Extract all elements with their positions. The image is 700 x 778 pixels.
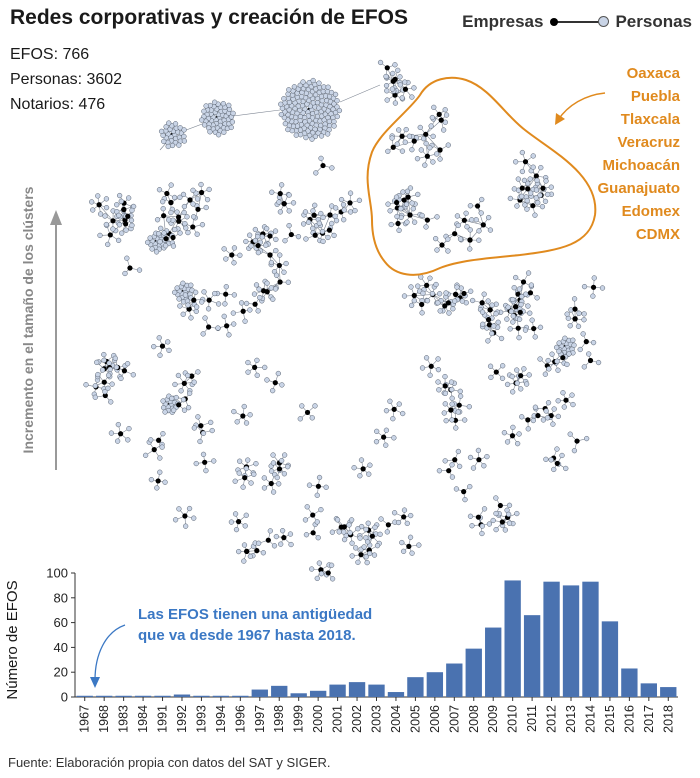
state-veracruz: Veracruz (617, 134, 680, 151)
x-tick-label: 2004 (389, 705, 403, 733)
bar-1993 (193, 695, 210, 697)
bar-1997 (251, 689, 268, 697)
bar-1992 (173, 694, 191, 697)
annotation-line-1: Las EFOS tienen una antigüedad (138, 606, 373, 623)
age-annotation: Las EFOS tienen una antigüedad que va de… (138, 604, 372, 646)
stat-personas: Personas: 3602 (10, 71, 123, 88)
bar-1984 (134, 695, 152, 697)
x-tick-label: 2002 (350, 705, 364, 733)
legend-link-icon (549, 15, 610, 29)
state-oaxaca: Oaxaca (626, 65, 680, 82)
bar-2009 (485, 627, 502, 697)
stat-efos: EFOS: 766 (10, 46, 90, 63)
bar-2008 (465, 648, 482, 697)
state-michoacan: Michoacán (602, 157, 680, 174)
bar-2017 (640, 683, 657, 697)
bar-1991 (154, 695, 171, 697)
x-tick-label: 2000 (311, 705, 325, 733)
bar-1999 (290, 693, 307, 697)
source-note: Fuente: Elaboración propia con datos del… (8, 755, 331, 770)
x-tick-label: 1992 (175, 705, 189, 733)
y-tick-label: 0 (61, 690, 68, 705)
bar-1983 (115, 695, 132, 697)
state-edomex: Edomex (621, 203, 680, 220)
bar-2015 (601, 621, 619, 697)
legend-companies-label: Empresas (462, 12, 544, 31)
state-guanajuato: Guanajuato (597, 180, 680, 197)
network-stats: EFOS: 766 Personas: 3602 Notarios: 476 (10, 42, 122, 117)
state-cdmx: CDMX (635, 226, 680, 243)
x-tick-label: 2013 (564, 705, 578, 733)
x-tick-label: 1993 (194, 705, 208, 733)
bar-2000 (309, 690, 327, 697)
x-tick-label: 2014 (583, 705, 597, 733)
network-graph (50, 59, 606, 582)
bar-1994 (212, 695, 230, 697)
x-tick-label: 2016 (622, 705, 636, 733)
bar-1996 (232, 695, 249, 697)
state-tlaxcala: Tlaxcala (620, 111, 680, 128)
bar-2005 (407, 677, 424, 697)
x-tick-label: 2003 (370, 705, 384, 733)
x-tick-label: 1998 (272, 705, 286, 733)
bar-2001 (329, 684, 346, 697)
stat-notarios: Notarios: 476 (10, 96, 106, 113)
x-tick-label: 1991 (156, 705, 170, 733)
x-tick-label: 2007 (447, 705, 461, 733)
x-tick-label: 2006 (428, 705, 442, 733)
highlight-outline (366, 76, 597, 276)
x-tick-label: 1967 (78, 705, 92, 733)
x-tick-label: 2015 (603, 705, 617, 733)
x-tick-label: 1968 (97, 705, 111, 733)
bar-2011 (523, 615, 541, 697)
x-tick-label: 2012 (545, 705, 559, 733)
bar-2016 (621, 668, 638, 697)
x-tick-label: 2018 (661, 705, 675, 733)
x-tick-label: 2008 (467, 705, 481, 733)
annotation-line-2: que va desde 1967 hasta 2018. (138, 627, 356, 644)
bar-1968 (96, 695, 113, 697)
cluster-size-axis-label: Incremento en el tamaño de los clústers (20, 186, 36, 454)
annotation-arrow (94, 624, 126, 681)
page-title: Redes corporativas y creación de EFOS (10, 6, 408, 29)
x-tick-label: 2001 (331, 705, 345, 733)
x-tick-label: 2005 (408, 705, 422, 733)
bar-1967 (76, 695, 93, 697)
annotation-arrowhead (90, 677, 100, 688)
network-nodes (83, 59, 606, 582)
highlight-states: Oaxaca Puebla Tlaxcala Veracruz Michoacá… (597, 62, 680, 246)
y-tick-label: 20 (54, 665, 68, 680)
state-puebla: Puebla (630, 88, 680, 105)
x-tick-label: 1996 (233, 705, 247, 733)
x-tick-label: 1994 (214, 705, 228, 733)
x-tick-label: 2017 (642, 705, 656, 733)
highlight-arrowhead (555, 113, 565, 125)
x-tick-label: 1997 (253, 705, 267, 733)
bar-1998 (271, 685, 288, 697)
bar-2018 (660, 687, 677, 697)
bar-2006 (426, 672, 444, 697)
bar-2013 (562, 585, 580, 697)
bar-2004 (387, 692, 405, 697)
legend-people-label: Personas (615, 12, 692, 31)
y-tick-label: 60 (54, 615, 68, 630)
cluster-axis-arrowhead (50, 210, 62, 225)
x-tick-label: 2009 (486, 705, 500, 733)
bar-chart-ylabel: Número de EFOS (4, 580, 21, 700)
x-tick-label: 1999 (292, 705, 306, 733)
x-tick-label: 1984 (136, 705, 150, 733)
network-legend: Empresas Personas (462, 12, 692, 32)
bar-2002 (348, 682, 366, 697)
y-tick-label: 40 (54, 640, 68, 655)
bar-2007 (446, 663, 463, 697)
x-tick-label: 1983 (117, 705, 131, 733)
x-tick-label: 2011 (525, 705, 539, 732)
bar-2003 (368, 684, 385, 697)
x-tick-label: 2010 (506, 705, 520, 733)
